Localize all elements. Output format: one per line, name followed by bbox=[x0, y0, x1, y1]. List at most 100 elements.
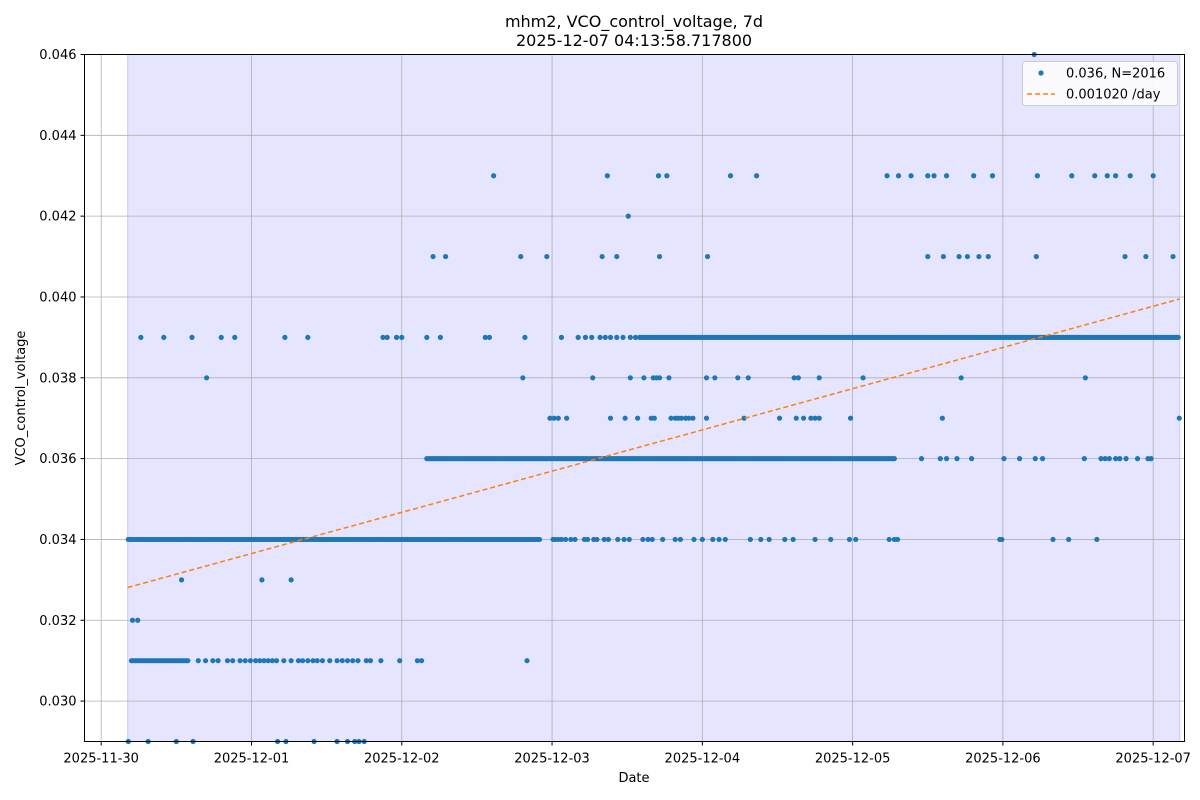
data-point bbox=[672, 536, 678, 543]
data-point bbox=[1102, 456, 1108, 462]
data-point bbox=[614, 334, 620, 340]
data-point bbox=[828, 536, 834, 543]
data-point bbox=[677, 536, 684, 543]
data-point bbox=[282, 334, 288, 340]
data-point bbox=[614, 253, 620, 260]
trend-line-layer bbox=[127, 298, 1180, 589]
shaded-time-span bbox=[127, 54, 1181, 742]
data-point bbox=[568, 536, 574, 543]
data-point bbox=[956, 253, 962, 260]
data-point bbox=[491, 173, 497, 179]
data-point bbox=[745, 375, 751, 381]
data-point bbox=[943, 456, 950, 462]
data-point bbox=[558, 536, 565, 543]
plot-frame bbox=[84, 54, 1185, 742]
data-point bbox=[215, 658, 221, 664]
data-point bbox=[564, 415, 570, 421]
legend-marker-points bbox=[1038, 70, 1044, 76]
data-point bbox=[230, 658, 236, 664]
legend-box bbox=[1022, 61, 1178, 106]
data-point bbox=[891, 456, 897, 462]
data-point bbox=[686, 415, 692, 421]
data-point bbox=[443, 253, 449, 260]
data-point bbox=[908, 173, 914, 179]
data-point bbox=[384, 334, 390, 340]
data-point bbox=[1033, 253, 1039, 260]
data-point bbox=[754, 173, 760, 179]
data-point bbox=[1176, 415, 1182, 421]
data-point bbox=[584, 536, 591, 543]
data-point bbox=[703, 375, 710, 381]
y-tick-label: 0.030 bbox=[39, 695, 76, 710]
data-point bbox=[575, 334, 581, 340]
data-point bbox=[793, 415, 799, 421]
data-point bbox=[627, 334, 633, 340]
data-point bbox=[735, 375, 741, 381]
data-point bbox=[572, 536, 578, 543]
data-point bbox=[237, 658, 243, 664]
y-tick-label: 0.036 bbox=[39, 452, 76, 467]
data-point bbox=[747, 536, 753, 543]
data-point bbox=[582, 334, 589, 340]
data-point bbox=[954, 456, 960, 462]
data-point bbox=[1122, 253, 1128, 260]
legend-label-points: 0.036, N=2016 bbox=[1066, 67, 1165, 82]
data-point bbox=[1032, 456, 1038, 462]
data-point bbox=[971, 173, 977, 179]
data-point bbox=[380, 334, 386, 340]
x-tick-label: 2025-12-07 bbox=[1115, 752, 1191, 767]
data-point bbox=[884, 173, 890, 179]
data-point bbox=[204, 375, 210, 381]
data-point bbox=[437, 334, 443, 340]
data-point bbox=[551, 415, 557, 421]
y-tick-label: 0.038 bbox=[39, 371, 76, 386]
data-point bbox=[651, 415, 657, 421]
data-point bbox=[129, 617, 136, 623]
data-point bbox=[589, 334, 595, 340]
data-point bbox=[704, 253, 711, 260]
data-point bbox=[1039, 456, 1046, 462]
data-point bbox=[232, 334, 238, 340]
data-point bbox=[524, 658, 530, 664]
data-point bbox=[1113, 456, 1119, 462]
data-point bbox=[269, 658, 275, 664]
data-point bbox=[590, 375, 596, 381]
y-axis-label: VCO_control_voltage bbox=[14, 331, 29, 466]
y-tick-label: 0.032 bbox=[39, 614, 76, 629]
data-point bbox=[791, 375, 797, 381]
data-point bbox=[860, 375, 866, 381]
data-point bbox=[790, 536, 796, 543]
data-point bbox=[894, 536, 901, 543]
data-point bbox=[522, 334, 528, 340]
data-point bbox=[138, 334, 144, 340]
data-point bbox=[678, 415, 685, 421]
data-point bbox=[536, 536, 543, 543]
data-point bbox=[544, 253, 550, 260]
data-point bbox=[1150, 173, 1156, 179]
data-point bbox=[782, 536, 788, 543]
data-point bbox=[976, 253, 982, 260]
data-point bbox=[925, 173, 931, 179]
data-point bbox=[397, 658, 403, 664]
data-point bbox=[339, 658, 345, 664]
data-point bbox=[430, 253, 436, 260]
data-point bbox=[1143, 253, 1149, 260]
data-point bbox=[691, 536, 697, 543]
data-point bbox=[660, 536, 666, 543]
data-point bbox=[265, 658, 271, 664]
chart-title: mhm2, VCO_control_voltage, 7d bbox=[505, 12, 763, 32]
data-point bbox=[703, 415, 710, 421]
data-point bbox=[886, 536, 892, 543]
data-point bbox=[666, 375, 672, 381]
data-point bbox=[632, 334, 639, 340]
data-point bbox=[999, 536, 1005, 543]
data-point bbox=[334, 658, 340, 664]
x-axis-ticks: 2025-11-30 2025-12-01 2025-12-02 2025-12-03… bbox=[63, 741, 1191, 767]
data-point bbox=[558, 334, 565, 340]
data-point bbox=[367, 658, 374, 664]
data-point bbox=[758, 536, 764, 543]
data-point bbox=[210, 658, 216, 664]
data-point bbox=[607, 334, 614, 340]
data-point bbox=[664, 173, 670, 179]
data-point bbox=[710, 536, 716, 543]
